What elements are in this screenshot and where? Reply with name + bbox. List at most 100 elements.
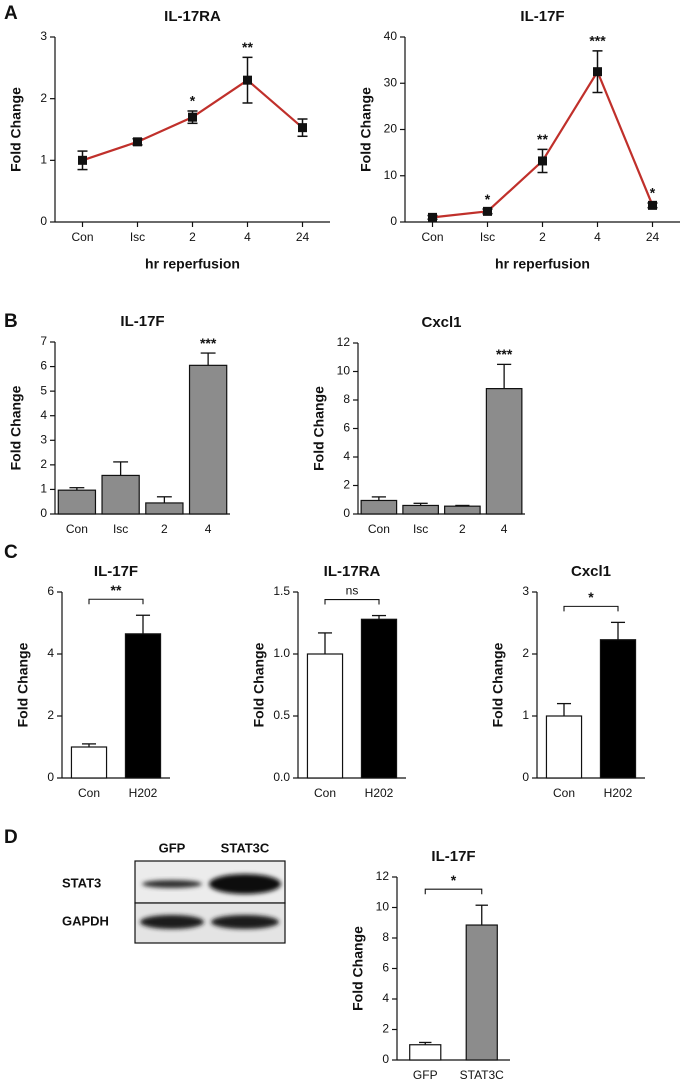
chart-title: IL-17F — [431, 848, 475, 865]
panel-label: B — [4, 311, 18, 332]
chart-title: IL-17RA — [164, 8, 221, 25]
significance: *** — [200, 335, 217, 351]
y-tick-label: 4 — [47, 646, 54, 660]
bar — [188, 364, 228, 515]
x-tick-label: Con — [553, 786, 575, 800]
x-tick-label: Isc — [413, 522, 428, 536]
blot-band — [140, 915, 204, 929]
significance: * — [485, 191, 491, 207]
x-tick-label: H202 — [604, 786, 633, 800]
y-tick-label: 1.0 — [273, 646, 290, 660]
y-tick-label: 30 — [384, 75, 398, 89]
y-tick-label: 6 — [47, 584, 54, 598]
x-tick-label: 24 — [646, 230, 660, 244]
bar — [402, 504, 439, 515]
y-axis-label: Fold Change — [358, 87, 374, 172]
y-tick-label: 0.5 — [273, 708, 290, 722]
y-tick-label: 3 — [522, 584, 529, 598]
y-tick-label: 2 — [47, 708, 54, 722]
x-tick-label: 4 — [244, 230, 251, 244]
y-axis-label: Fold Change — [15, 642, 31, 727]
blot-band — [211, 915, 279, 929]
panel-label: A — [4, 3, 18, 24]
chart: IL-17RA Fold Change 0.0 0.5 1.0 1.5 Con H202 ns — [251, 563, 406, 800]
x-tick-label: 2 — [459, 522, 466, 536]
marker — [538, 156, 547, 166]
x-tick-label: Isc — [130, 230, 145, 244]
x-tick-label: Isc — [480, 230, 495, 244]
y-tick-label: 10 — [337, 364, 351, 378]
x-tick-label: 4 — [594, 230, 601, 244]
y-tick-label: 4 — [382, 991, 389, 1005]
y-tick-label: 6 — [343, 421, 350, 435]
x-tick-label: Isc — [113, 522, 128, 536]
panel-label: D — [4, 827, 18, 848]
significance-bracket — [424, 888, 483, 895]
y-tick-label: 0.0 — [273, 770, 290, 784]
y-axis-label: Fold Change — [8, 385, 24, 470]
y-tick-label: 3 — [40, 432, 47, 446]
significance: ns — [346, 584, 359, 598]
x-tick-label: 2 — [189, 230, 196, 244]
y-tick-label: 1 — [40, 153, 47, 167]
chart: IL-17F Fold Change 0 1 2 3 4 5 6 7 Con Isc 2 4 *** — [8, 313, 230, 536]
x-tick-label: Con — [78, 786, 100, 800]
chart: Cxcl1 Fold Change 0 2 4 6 8 10 12 Con Isc 2 4 *** — [311, 314, 525, 536]
bar — [599, 639, 637, 779]
y-axis-label: Fold Change — [311, 386, 327, 471]
chart: IL-17F Fold Change 0 2 4 6 8 10 12 GFP STAT3C * — [350, 848, 510, 1082]
significance: * — [588, 589, 594, 605]
bar — [306, 653, 344, 779]
chart-title: IL-17F — [94, 563, 138, 580]
x-tick-label: 24 — [296, 230, 310, 244]
y-tick-label: 2 — [382, 1022, 389, 1036]
bar — [124, 633, 162, 779]
x-tick-label: Con — [368, 522, 390, 536]
bar — [70, 746, 108, 779]
significance: * — [190, 93, 196, 109]
y-tick-label: 7 — [40, 334, 47, 348]
y-tick-label: 0 — [382, 1052, 389, 1066]
y-tick-label: 12 — [376, 869, 390, 883]
x-tick-label: 4 — [501, 522, 508, 536]
x-tick-label: H202 — [365, 786, 394, 800]
y-tick-label: 0 — [343, 506, 350, 520]
marker — [78, 155, 87, 165]
significance: *** — [589, 33, 606, 49]
x-tick-label: Con — [71, 230, 93, 244]
bar — [360, 618, 398, 779]
chart-title: IL-17F — [520, 8, 564, 25]
y-tick-label: 10 — [384, 168, 398, 182]
significance: * — [451, 872, 457, 888]
significance: ** — [242, 39, 253, 55]
chart: IL-17F Fold Change 0 2 4 6 Con H202 ** — [15, 563, 170, 800]
x-tick-label: Con — [66, 522, 88, 536]
marker — [298, 123, 307, 133]
y-tick-label: 0 — [47, 770, 54, 784]
bar — [444, 505, 481, 515]
bar — [57, 489, 97, 515]
y-tick-label: 12 — [337, 335, 351, 349]
y-tick-label: 8 — [382, 930, 389, 944]
y-tick-label: 1 — [522, 708, 529, 722]
bar — [360, 499, 398, 515]
y-tick-label: 20 — [384, 122, 398, 136]
panel-label: C — [4, 542, 18, 563]
chart-title: IL-17F — [120, 313, 164, 330]
bar — [465, 924, 498, 1061]
y-tick-label: 5 — [40, 383, 47, 397]
bar — [145, 502, 184, 515]
chart-title: Cxcl1 — [421, 314, 461, 331]
y-tick-label: 8 — [343, 392, 350, 406]
significance: ** — [111, 582, 122, 598]
blot-band — [209, 874, 281, 894]
lane-label: STAT3C — [221, 840, 270, 855]
chart-title: Cxcl1 — [571, 563, 611, 580]
lane-label: GFP — [159, 840, 186, 855]
chart-title: IL-17RA — [324, 563, 381, 580]
y-tick-label: 4 — [343, 449, 350, 463]
significance-bracket — [563, 605, 619, 612]
x-tick-label: 2 — [161, 522, 168, 536]
marker — [593, 67, 602, 77]
significance: ** — [537, 131, 548, 147]
